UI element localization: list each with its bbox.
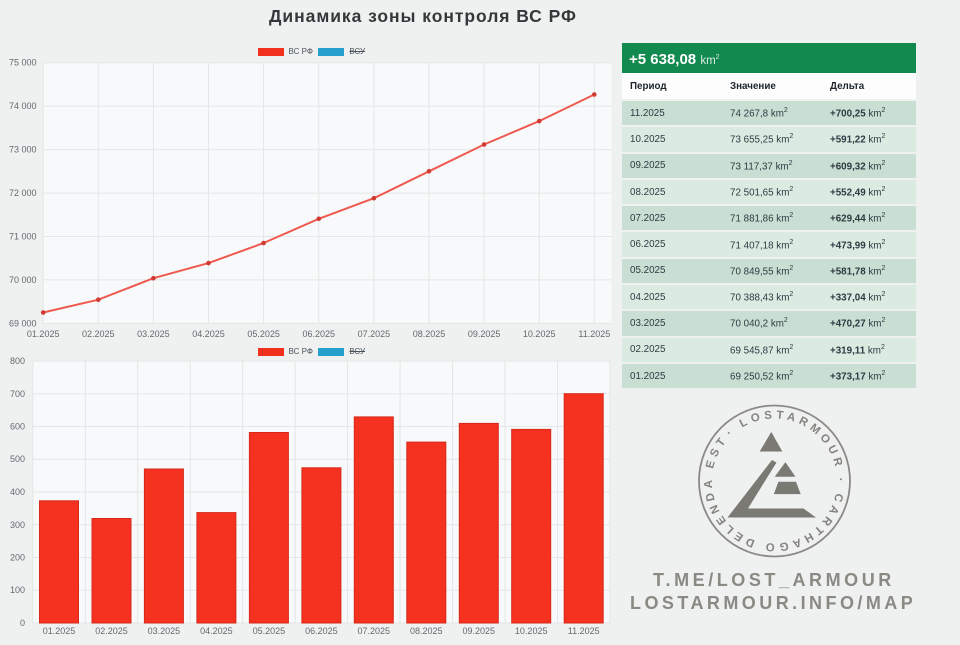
svg-text:02.2025: 02.2025 — [82, 329, 115, 339]
svg-text:01.2025: 01.2025 — [27, 329, 60, 339]
svg-text:11.2025: 11.2025 — [568, 626, 600, 636]
svg-text:07.2025: 07.2025 — [358, 626, 391, 636]
svg-text:10.2025: 10.2025 — [523, 329, 556, 339]
svg-text:500: 500 — [10, 454, 25, 464]
svg-text:74 000: 74 000 — [9, 101, 37, 111]
svg-text:· LOSTARMOUR · CARTHAGO DELEND: · LOSTARMOUR · CARTHAGO DELENDA EST — [703, 409, 846, 552]
svg-text:100: 100 — [10, 585, 25, 595]
svg-text:03.2025: 03.2025 — [137, 329, 170, 339]
svg-text:02.2025: 02.2025 — [95, 626, 128, 636]
svg-text:01.2025: 01.2025 — [43, 626, 76, 636]
svg-text:06.2025: 06.2025 — [305, 626, 338, 636]
svg-text:11.2025: 11.2025 — [578, 329, 610, 339]
svg-text:09.2025: 09.2025 — [468, 329, 501, 339]
svg-text:75 000: 75 000 — [9, 58, 37, 68]
svg-text:10.2025: 10.2025 — [515, 626, 548, 636]
svg-text:04.2025: 04.2025 — [192, 329, 225, 339]
svg-text:70 000: 70 000 — [9, 275, 37, 285]
svg-text:300: 300 — [10, 520, 25, 530]
svg-text:07.2025: 07.2025 — [358, 329, 391, 339]
svg-text:08.2025: 08.2025 — [413, 329, 446, 339]
svg-text:09.2025: 09.2025 — [463, 626, 496, 636]
svg-text:400: 400 — [10, 487, 25, 497]
svg-text:05.2025: 05.2025 — [253, 626, 286, 636]
svg-text:03.2025: 03.2025 — [148, 626, 181, 636]
svg-text:800: 800 — [10, 356, 25, 366]
svg-text:700: 700 — [10, 389, 25, 399]
svg-text:72 000: 72 000 — [9, 188, 37, 198]
svg-text:600: 600 — [10, 422, 25, 432]
svg-text:71 000: 71 000 — [9, 232, 37, 242]
svg-text:08.2025: 08.2025 — [410, 626, 443, 636]
svg-text:06.2025: 06.2025 — [303, 329, 336, 339]
svg-text:200: 200 — [10, 553, 25, 563]
svg-text:04.2025: 04.2025 — [200, 626, 233, 636]
svg-text:69 000: 69 000 — [9, 318, 37, 328]
svg-text:73 000: 73 000 — [9, 145, 37, 155]
svg-text:0: 0 — [20, 618, 25, 628]
svg-text:05.2025: 05.2025 — [247, 329, 280, 339]
